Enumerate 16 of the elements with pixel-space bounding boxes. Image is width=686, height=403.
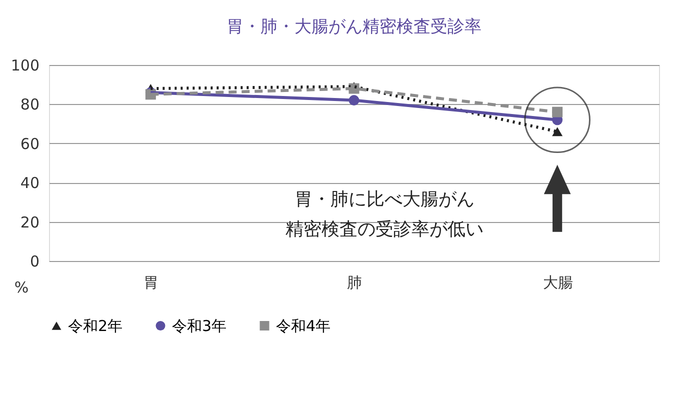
y-tick-label: 60 (20, 134, 40, 153)
annotation: 胃・肺に比べ大腸がん (294, 189, 474, 210)
x-tick-label: 胃 (144, 274, 159, 292)
legend-label: 令和4年 (276, 316, 331, 335)
chart-title: 胃・肺・大腸がん精密検査受診率 (226, 17, 482, 37)
y-tick-label: 40 (20, 174, 40, 192)
y-tick-label: 100 (10, 56, 40, 74)
legend-label: 令和3年 (172, 316, 227, 335)
x-tick-label: 肺 (347, 274, 362, 292)
legend-label: 令和2年 (68, 316, 123, 335)
y-axis-title: % (14, 278, 29, 296)
y-tick-label: 80 (20, 96, 40, 114)
y-tick-label: 20 (20, 213, 40, 232)
annotation: 精密検査の受診率が低い (286, 219, 484, 240)
y-tick-label: 0 (30, 252, 40, 270)
x-tick-label: 大腸 (542, 274, 573, 292)
